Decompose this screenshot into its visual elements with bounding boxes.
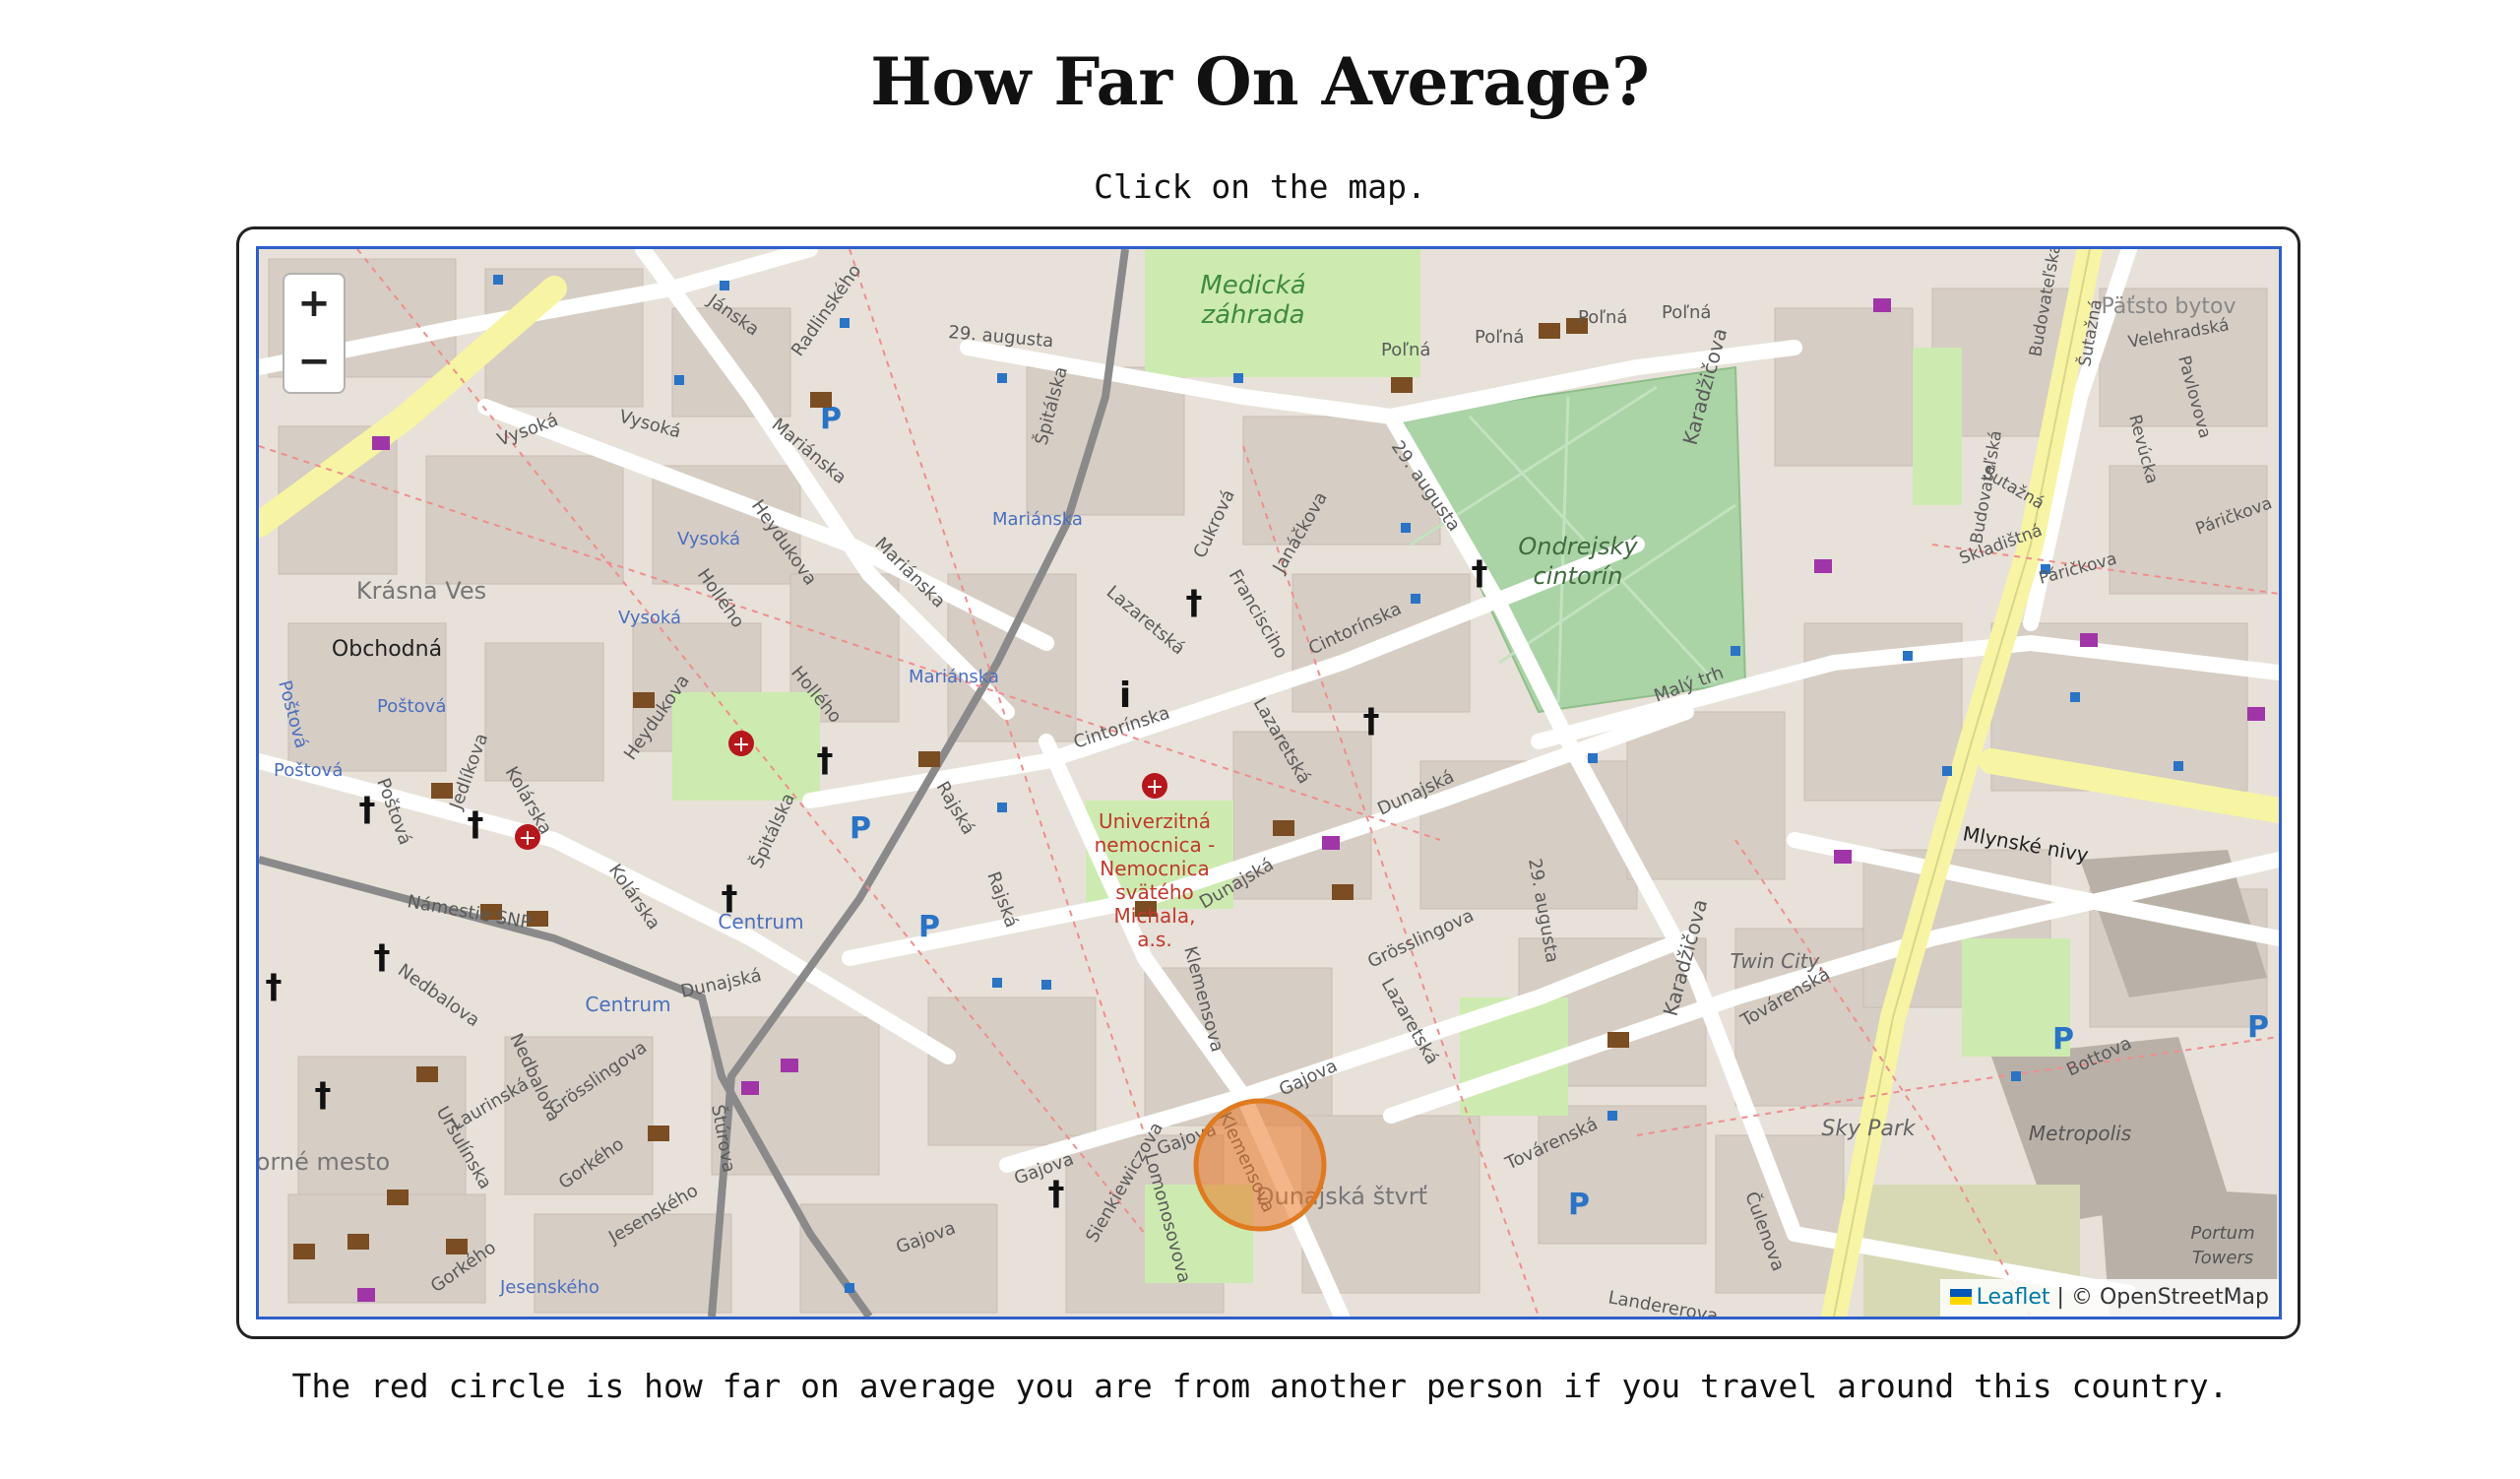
svg-text:†: † [468, 804, 484, 844]
leaflet-link[interactable]: Leaflet [1976, 1285, 2050, 1310]
svg-text:Mariánska: Mariánska [909, 667, 999, 687]
svg-text:Jesenského: Jesenského [499, 1277, 599, 1298]
svg-text:Nemocnica: Nemocnica [1100, 857, 1209, 880]
svg-text:†: † [817, 740, 834, 780]
svg-text:Päťsto bytov: Päťsto bytov [2101, 294, 2236, 319]
svg-text:Poľná: Poľná [1662, 302, 1711, 323]
svg-text:Poštová: Poštová [377, 696, 446, 717]
svg-text:Sky Park: Sky Park [1821, 1117, 1917, 1141]
svg-text:a.s.: a.s. [1137, 928, 1171, 951]
svg-text:†: † [722, 878, 738, 918]
svg-text:P: P [820, 402, 842, 436]
label-medicka: Medická [1200, 271, 1305, 300]
svg-text:P: P [2052, 1022, 2074, 1057]
map-tiles[interactable]: + + + † † † † † † † † † † † i P P P P P P [259, 249, 2279, 1317]
svg-text:†: † [374, 937, 391, 977]
svg-text:Poštová: Poštová [274, 760, 343, 781]
svg-text:†: † [266, 967, 283, 1006]
svg-text:Twin City: Twin City [1731, 949, 1821, 973]
svg-text:nemocnica -: nemocnica - [1095, 833, 1216, 857]
map-attribution: Leaflet | © OpenStreetMap [1939, 1279, 2279, 1317]
svg-text:†: † [1363, 701, 1380, 740]
svg-text:†: † [1472, 553, 1488, 593]
ukraine-flag-icon [1949, 1289, 1972, 1305]
svg-text:P: P [2247, 1010, 2269, 1045]
svg-text:svätého: svätého [1115, 880, 1194, 904]
svg-text:+: + [519, 826, 536, 851]
average-distance-circle [1193, 1098, 1327, 1232]
svg-text:Poľná: Poľná [1475, 327, 1524, 348]
label-ondrejsky: Ondrejský [1518, 533, 1638, 560]
explanation-text: The red circle is how far on average you… [291, 1367, 2229, 1405]
svg-text:+: + [732, 733, 750, 757]
label-krasna-ves: Krásna Ves [356, 577, 486, 605]
osm-credit[interactable]: © OpenStreetMap [2070, 1285, 2269, 1310]
svg-text:Centrum: Centrum [718, 910, 803, 933]
svg-text:†: † [359, 790, 376, 829]
svg-text:Univerzitná: Univerzitná [1099, 809, 1211, 833]
info-icon: i [1119, 675, 1131, 716]
label-zahrada: záhrada [1200, 300, 1304, 330]
svg-text:†: † [1186, 583, 1203, 622]
zoom-in-button[interactable]: + [283, 273, 346, 335]
svg-text:Centrum: Centrum [585, 993, 670, 1016]
zoom-out-button[interactable]: − [283, 333, 346, 394]
map[interactable]: + + + † † † † † † † † † † † i P P P P P P [256, 246, 2282, 1319]
label-cintorin: cintorín [1534, 562, 1623, 590]
svg-text:+: + [1146, 775, 1164, 800]
map-frame: + + + † † † † † † † † † † † i P P P P P P [236, 226, 2300, 1339]
svg-text:Metropolis: Metropolis [2029, 1122, 2131, 1145]
svg-text:Portum: Portum [2190, 1223, 2254, 1244]
instruction-text: Click on the map. [1094, 167, 1426, 206]
svg-text:P: P [850, 811, 871, 846]
svg-text:Vysoká: Vysoká [677, 529, 740, 549]
svg-text:†: † [315, 1075, 332, 1115]
svg-text:Mariánska: Mariánska [992, 509, 1083, 530]
svg-text:Michala,: Michala, [1114, 904, 1196, 928]
svg-text:Poľná: Poľná [1578, 307, 1627, 328]
svg-text:P: P [1568, 1188, 1590, 1222]
svg-text:Poľná: Poľná [1381, 340, 1430, 360]
label-obchodna: Obchodná [332, 637, 442, 662]
svg-text:†: † [1048, 1174, 1065, 1213]
svg-text:P: P [918, 910, 940, 944]
page-title: How Far On Average? [870, 43, 1650, 120]
svg-text:Towers: Towers [2192, 1248, 2253, 1268]
svg-text:Vysoká: Vysoká [618, 608, 681, 628]
svg-text:orné mesto: orné mesto [259, 1148, 390, 1176]
attribution-separator: | [2049, 1285, 2071, 1310]
